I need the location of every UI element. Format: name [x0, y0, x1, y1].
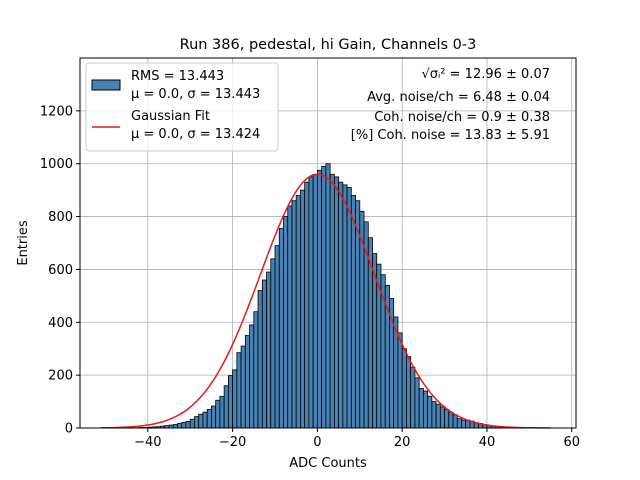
histogram-bar: [215, 399, 221, 429]
histogram-bar: [172, 424, 178, 429]
y-axis-label: Entries: [16, 220, 31, 266]
histogram-bar: [266, 271, 272, 429]
legend-histogram-label: RMS = 13.443: [131, 69, 224, 84]
histogram-bar: [270, 258, 276, 429]
histogram-bar: [249, 324, 255, 429]
histogram-bar: [317, 169, 323, 429]
histogram-bar: [422, 390, 429, 429]
x-tick-label: −20: [219, 435, 246, 450]
histogram-bar: [240, 345, 246, 429]
histogram-bar: [333, 176, 339, 429]
legend: RMS = 13.443 μ = 0.0, σ = 13.443 Gaussia…: [85, 62, 279, 152]
y-tick-label: 0: [65, 422, 73, 437]
histogram-bar: [414, 377, 420, 429]
histogram-bar: [397, 332, 403, 429]
histogram-bar: [185, 420, 191, 429]
histogram-bar: [227, 375, 234, 429]
histogram-bar: [253, 311, 259, 429]
histogram-bar: [452, 414, 458, 429]
x-tick-label: 60: [563, 435, 580, 450]
histogram-bar: [236, 352, 242, 429]
histogram-bar: [223, 385, 229, 429]
legend-histogram-stats: μ = 0.0, σ = 13.443: [131, 87, 260, 102]
histogram-bar: [261, 279, 267, 429]
histogram-bar: [300, 189, 306, 429]
histogram-bar: [295, 195, 301, 429]
x-axis-label: ADC Counts: [289, 456, 367, 471]
histogram-bar: [456, 418, 462, 429]
histogram-bar: [274, 245, 280, 429]
histogram-bar: [244, 335, 250, 429]
legend-box: [85, 62, 279, 152]
histogram-bar: [461, 419, 467, 429]
histogram-bar: [431, 401, 437, 429]
histogram-bar: [194, 416, 200, 429]
legend-fit-label: Gaussian Fit: [131, 109, 210, 124]
annotation-coh-noise-percent: [%] Coh. noise = 13.83 ± 5.91: [351, 128, 550, 143]
y-tick-label: 1200: [40, 104, 73, 119]
bars: [130, 163, 522, 429]
x-tick-label: 20: [394, 435, 411, 450]
histogram-bar: [291, 200, 297, 429]
histogram-bar: [198, 413, 204, 429]
annotation-coh-noise: Coh. noise/ch = 0.9 ± 0.38: [374, 110, 550, 125]
histogram-bar: [448, 411, 454, 429]
histogram-bar: [189, 418, 195, 429]
histogram-bar: [312, 173, 318, 429]
x-tick-label: −40: [134, 435, 161, 450]
plot-frame: [79, 57, 577, 429]
histogram-bar: [219, 395, 225, 429]
histogram-bar: [427, 395, 433, 429]
histogram-bar: [439, 406, 445, 429]
histogram-bar: [435, 403, 441, 429]
y-tick-label: 200: [48, 369, 73, 384]
histogram-bar: [418, 387, 424, 429]
histogram-bar: [283, 216, 289, 429]
histogram-bar: [308, 176, 314, 429]
histogram-bar: [232, 369, 238, 429]
y-tick-label: 600: [48, 263, 73, 278]
x-tick-label: 0: [313, 435, 321, 450]
gaussian-fit-curve: [101, 173, 551, 429]
histogram-bar: [329, 173, 335, 429]
annotations: √σᵢ² = 12.96 ± 0.07 Avg. noise/ch = 6.48…: [351, 67, 550, 143]
y-tick-label: 400: [48, 316, 73, 331]
histogram-bar: [342, 184, 348, 429]
histogram-bar: [202, 411, 208, 429]
histogram-bar: [304, 181, 310, 429]
histogram-bar: [278, 228, 284, 429]
x-tick-label: 40: [479, 435, 496, 450]
legend-fit-stats: μ = 0.0, σ = 13.424: [131, 127, 260, 142]
x-ticks: −40 −20 0 20 40 60: [134, 428, 580, 450]
histogram-bar: [401, 348, 407, 429]
histogram-bar: [177, 423, 183, 429]
histogram-bar: [211, 405, 217, 429]
y-ticks: 0 200 400 600 800 1000 1200: [40, 104, 80, 437]
chart-title: Run 386, pedestal, hi Gain, Channels 0-3: [180, 37, 477, 53]
histogram-bar: [350, 195, 356, 429]
histogram-bar: [321, 165, 327, 429]
annotation-avg-noise: Avg. noise/ch = 6.48 ± 0.04: [367, 90, 550, 105]
histogram-bar: [257, 290, 263, 429]
histogram-bar: [444, 409, 450, 429]
histogram-bar: [325, 163, 331, 429]
annotation-sigma: √σᵢ² = 12.96 ± 0.07: [421, 67, 550, 82]
grid: [80, 58, 576, 429]
histogram-bar: [346, 187, 352, 429]
histogram-bar: [338, 181, 344, 429]
legend-histogram-swatch: [91, 79, 121, 91]
histogram-bar: [406, 356, 412, 429]
y-tick-label: 1000: [40, 157, 73, 172]
histogram-bar: [206, 409, 212, 429]
histogram-bar: [287, 205, 293, 429]
histogram-bar: [410, 366, 416, 429]
histogram-bar: [181, 422, 187, 429]
y-tick-label: 800: [48, 210, 73, 225]
